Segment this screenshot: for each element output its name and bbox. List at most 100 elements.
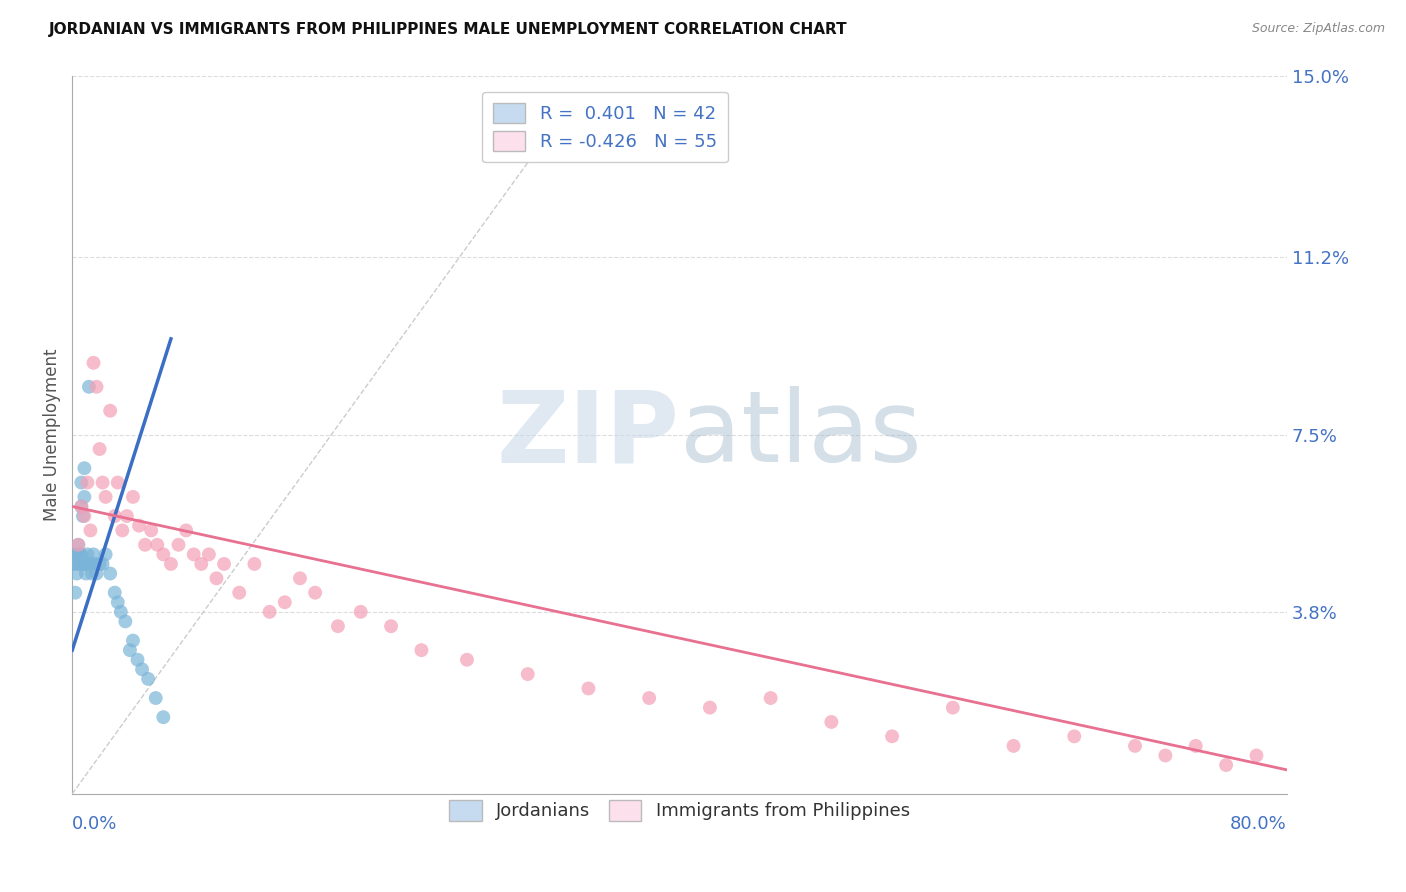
Point xyxy=(94,490,117,504)
Point xyxy=(76,475,98,490)
Point xyxy=(114,615,136,629)
Point xyxy=(79,557,101,571)
Point xyxy=(79,524,101,538)
Point xyxy=(107,595,129,609)
Point xyxy=(67,547,90,561)
Text: atlas: atlas xyxy=(679,386,921,483)
Point xyxy=(174,524,197,538)
Point xyxy=(66,557,89,571)
Point xyxy=(98,403,121,417)
Point xyxy=(942,700,965,714)
Point xyxy=(70,547,93,561)
Point xyxy=(70,500,93,514)
Point xyxy=(73,557,96,571)
Point xyxy=(152,710,174,724)
Point xyxy=(72,557,94,571)
Point xyxy=(122,633,145,648)
Point xyxy=(1154,748,1177,763)
Point xyxy=(72,509,94,524)
Point xyxy=(104,509,127,524)
Point xyxy=(228,585,250,599)
Point xyxy=(66,566,89,581)
Point xyxy=(84,557,107,571)
Point xyxy=(136,672,159,686)
Point xyxy=(145,691,167,706)
Point xyxy=(759,691,782,706)
Point xyxy=(326,619,349,633)
Point xyxy=(69,547,91,561)
Point xyxy=(198,547,221,561)
Point xyxy=(411,643,433,657)
Point xyxy=(160,557,183,571)
Point xyxy=(107,475,129,490)
Point xyxy=(76,557,98,571)
Legend: Jordanians, Immigrants from Philippines: Jordanians, Immigrants from Philippines xyxy=(441,793,917,828)
Point xyxy=(274,595,297,609)
Point xyxy=(86,380,108,394)
Y-axis label: Male Unemployment: Male Unemployment xyxy=(44,349,60,521)
Point xyxy=(134,538,156,552)
Point xyxy=(80,566,103,581)
Point xyxy=(62,557,84,571)
Point xyxy=(82,547,104,561)
Point xyxy=(128,518,150,533)
Point xyxy=(304,585,326,599)
Point xyxy=(77,380,100,394)
Point xyxy=(65,547,87,561)
Point xyxy=(880,729,903,743)
Point xyxy=(1002,739,1025,753)
Point xyxy=(104,585,127,599)
Point xyxy=(131,662,153,676)
Point xyxy=(243,557,266,571)
Point xyxy=(1184,739,1206,753)
Point xyxy=(75,566,97,581)
Point xyxy=(75,557,97,571)
Point xyxy=(73,509,96,524)
Point xyxy=(578,681,600,696)
Point xyxy=(89,442,111,456)
Point xyxy=(820,714,842,729)
Point xyxy=(141,524,163,538)
Point xyxy=(111,524,134,538)
Point xyxy=(65,585,87,599)
Point xyxy=(1246,748,1268,763)
Point xyxy=(205,571,228,585)
Point xyxy=(91,557,114,571)
Point xyxy=(456,653,478,667)
Point xyxy=(73,490,96,504)
Point xyxy=(115,509,138,524)
Text: ZIP: ZIP xyxy=(496,386,679,483)
Point xyxy=(73,461,96,475)
Point xyxy=(350,605,373,619)
Point xyxy=(638,691,661,706)
Point xyxy=(67,538,90,552)
Point xyxy=(70,500,93,514)
Point xyxy=(183,547,205,561)
Point xyxy=(167,538,190,552)
Point xyxy=(1215,758,1237,772)
Point xyxy=(118,643,141,657)
Point xyxy=(516,667,538,681)
Point xyxy=(152,547,174,561)
Text: 0.0%: 0.0% xyxy=(72,815,118,833)
Point xyxy=(76,547,98,561)
Point xyxy=(82,356,104,370)
Point xyxy=(699,700,721,714)
Point xyxy=(288,571,311,585)
Text: JORDANIAN VS IMMIGRANTS FROM PHILIPPINES MALE UNEMPLOYMENT CORRELATION CHART: JORDANIAN VS IMMIGRANTS FROM PHILIPPINES… xyxy=(49,22,848,37)
Point xyxy=(89,557,111,571)
Point xyxy=(67,538,90,552)
Point xyxy=(122,490,145,504)
Point xyxy=(259,605,281,619)
Point xyxy=(69,557,91,571)
Text: 80.0%: 80.0% xyxy=(1230,815,1286,833)
Point xyxy=(380,619,402,633)
Point xyxy=(86,566,108,581)
Point xyxy=(1123,739,1146,753)
Point xyxy=(110,605,132,619)
Point xyxy=(1063,729,1085,743)
Point xyxy=(70,475,93,490)
Point xyxy=(127,653,149,667)
Point xyxy=(94,547,117,561)
Point xyxy=(91,475,114,490)
